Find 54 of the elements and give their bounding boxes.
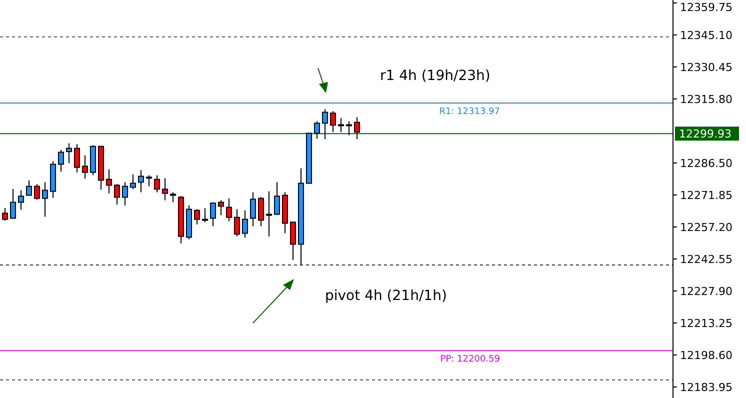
annotation: pivot 4h (21h/1h) bbox=[325, 288, 447, 304]
candlestick bbox=[66, 142, 72, 164]
candlestick bbox=[226, 198, 232, 222]
candlestick bbox=[258, 196, 264, 227]
y-tick-label: 12198.60 bbox=[680, 348, 732, 362]
candlestick bbox=[10, 188, 16, 219]
candlestick bbox=[322, 108, 328, 140]
candlestick bbox=[106, 168, 112, 194]
y-tick-label: 12271.85 bbox=[680, 188, 732, 202]
y-tick-label: 12315.80 bbox=[680, 92, 732, 106]
candlestick bbox=[250, 192, 256, 227]
candlestick bbox=[42, 182, 48, 218]
candlestick bbox=[82, 154, 88, 180]
y-tick-label: 12183.95 bbox=[680, 380, 732, 394]
candlestick bbox=[138, 170, 144, 193]
candlestick bbox=[122, 182, 128, 206]
candlestick bbox=[314, 120, 320, 140]
annotation: r1 4h (19h/23h) bbox=[380, 68, 490, 84]
y-tick-label: 12227.90 bbox=[680, 284, 732, 298]
candlestick bbox=[202, 208, 208, 223]
candlestick bbox=[218, 200, 224, 216]
candlestick bbox=[26, 180, 32, 196]
candlestick bbox=[266, 190, 272, 237]
candlestick bbox=[234, 208, 240, 237]
candlestick bbox=[170, 192, 176, 203]
candlestick bbox=[338, 118, 344, 133]
candlestick bbox=[58, 149, 64, 172]
ref-line-label: R1: 12313.97 bbox=[439, 106, 500, 117]
candlestick bbox=[346, 120, 352, 136]
candlestick bbox=[2, 207, 8, 222]
candlestick bbox=[146, 174, 152, 187]
candlestick bbox=[330, 110, 336, 133]
y-tick-label: 12286.50 bbox=[680, 156, 732, 170]
candlestick bbox=[210, 202, 216, 227]
candlestick bbox=[162, 178, 168, 201]
candlestick bbox=[354, 116, 360, 140]
candlestick bbox=[18, 190, 24, 210]
candlestick bbox=[114, 184, 120, 206]
candlestick bbox=[130, 174, 136, 190]
candlestick bbox=[154, 174, 160, 193]
y-tick-label: 12257.20 bbox=[680, 220, 732, 234]
y-tick-label: 12242.55 bbox=[680, 252, 732, 266]
y-tick-label: 12330.45 bbox=[680, 60, 732, 74]
candlestick bbox=[242, 210, 248, 238]
candlestick bbox=[274, 182, 280, 216]
candlestick bbox=[74, 144, 80, 173]
y-tick-label: 12359.75 bbox=[680, 0, 732, 14]
y-tick-label: 12345.10 bbox=[680, 28, 732, 42]
ref-line-label: 12299.93 bbox=[679, 127, 732, 140]
candlestick bbox=[290, 222, 296, 260]
candlestick bbox=[34, 184, 40, 200]
ref-line-label: PP: 12200.59 bbox=[440, 354, 500, 365]
y-tick-label: 12213.25 bbox=[680, 316, 732, 330]
candlestick bbox=[194, 208, 200, 225]
